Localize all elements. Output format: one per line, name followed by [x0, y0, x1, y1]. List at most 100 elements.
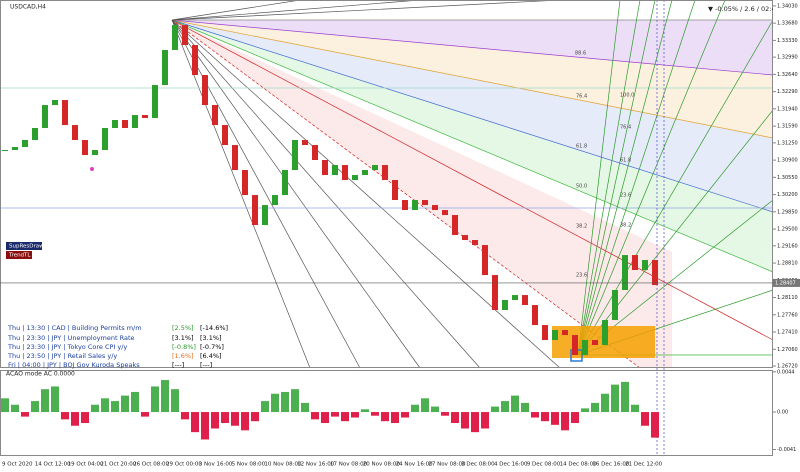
- fib-label: 23.6: [576, 273, 587, 279]
- candle: [652, 260, 658, 286]
- candle: [12, 147, 18, 151]
- candle: [362, 170, 368, 176]
- event: Thu | 23:30 | JPY | Unemployment Rate: [7, 334, 135, 342]
- candle: [152, 85, 158, 118]
- main-frame: [0, 0, 773, 368]
- x-tick-label: 3 Nov 16:00: [199, 462, 233, 468]
- x-tick-label: 14 Dec 08:00: [560, 462, 597, 468]
- button-label[interactable]: SupResDraw: [9, 244, 44, 250]
- y-tick-label: 1.34030: [777, 3, 798, 9]
- status: ▼ -0.05% / 2.6 / 02:49:56: [708, 5, 790, 13]
- y-tick-label: 1.26720: [777, 364, 798, 370]
- fib-label: 61.8: [576, 144, 587, 150]
- osc-bar: [181, 412, 189, 420]
- y-tick-label: 1.31940: [777, 106, 798, 112]
- osc-bar: [241, 412, 249, 431]
- candle: [132, 115, 138, 128]
- candle: [452, 215, 458, 236]
- fib-label: 100.0: [620, 93, 634, 99]
- axis-bg: [773, 0, 800, 456]
- candle: [202, 75, 208, 106]
- candle: [372, 165, 378, 171]
- osc-bar: [11, 404, 19, 413]
- candle: [222, 125, 228, 146]
- candle: [382, 165, 388, 181]
- y-tick-label: 1.32990: [777, 55, 798, 61]
- candle: [272, 195, 278, 206]
- x-tick-label: 4 Dec 16:00: [494, 462, 528, 468]
- candle: [392, 180, 398, 201]
- osc-bar: [51, 386, 59, 413]
- fib-label: 38.2: [620, 223, 631, 229]
- osc-bar: [81, 412, 89, 424]
- candle: [22, 140, 28, 148]
- candle: [642, 260, 648, 271]
- osc-bar: [491, 406, 499, 413]
- osc-bar: [451, 412, 459, 424]
- osc-bar: [281, 391, 289, 413]
- osc-bar: [501, 401, 509, 413]
- osc-bar: [511, 395, 519, 413]
- candle: [292, 140, 298, 171]
- osc-bar: [361, 409, 369, 413]
- y-tick-label: 1.29850: [777, 209, 798, 215]
- osc-bar: [131, 391, 139, 413]
- candle: [2, 150, 8, 152]
- osc-bar: [271, 393, 279, 413]
- event: Thu | 23:50 | JPY | Retail Sales y/y: [7, 352, 117, 360]
- events: Thu | 13:30 | CAD | Building Permits m/m…: [7, 324, 228, 369]
- x-tick-label: 3 Dec 08:00: [461, 462, 495, 468]
- candle: [62, 100, 68, 126]
- y-tick-label: 1.30550: [777, 175, 798, 181]
- y-tick-label: 1.28110: [777, 295, 798, 301]
- fib-label: 38.2: [576, 224, 587, 230]
- x-tick-label: 16 Dec 16:00: [592, 462, 629, 468]
- osc-bar: [571, 412, 579, 424]
- candle: [462, 235, 468, 241]
- candle: [472, 240, 478, 246]
- osc-bar: [61, 412, 69, 420]
- osc-bar: [251, 412, 259, 422]
- x-tick-label: 24 Nov 16:00: [396, 462, 434, 468]
- y-tick-label: -0.0041: [777, 447, 796, 453]
- event-previous: [6.4%]: [200, 352, 222, 360]
- x-tick-label: 14 Oct 12:00: [35, 462, 71, 468]
- candle: [412, 200, 418, 211]
- osc-bar: [351, 412, 359, 418]
- fan-zone: [172, 20, 672, 368]
- candle: [352, 175, 358, 181]
- candle: [332, 165, 338, 176]
- osc-bar: [331, 412, 339, 417]
- candle: [582, 340, 588, 356]
- x-tick-label: 20 Nov 08:00: [363, 462, 401, 468]
- fib-label: 88.6: [575, 51, 586, 57]
- event-previous: [-0.7%]: [200, 343, 224, 351]
- candle: [122, 120, 128, 128]
- osc-bar: [31, 401, 39, 413]
- button[interactable]: [6, 251, 32, 259]
- candle: [262, 205, 268, 226]
- x-tick-label: 17 Nov 08:00: [330, 462, 368, 468]
- candle: [142, 115, 148, 118]
- osc-bar: [381, 412, 389, 422]
- x-tick-label: 19 Oct 04:00: [68, 462, 104, 468]
- button-label[interactable]: TrendTL: [8, 253, 31, 259]
- osc-bar: [191, 412, 199, 433]
- button[interactable]: [6, 242, 42, 250]
- osc-bar: [611, 384, 619, 413]
- candle: [72, 125, 78, 141]
- x-tick-label: 10 Nov 08:00: [264, 462, 302, 468]
- candle: [32, 127, 38, 141]
- osc-frame: [0, 370, 773, 456]
- fan-lines: [0, 0, 774, 369]
- osc-bar: [1, 398, 9, 413]
- candle: [102, 127, 108, 151]
- osc-bar: [311, 412, 319, 420]
- osc-bar: [551, 412, 559, 425]
- candle: [402, 200, 408, 211]
- event-forecast: [3.1%]: [172, 334, 194, 342]
- candle: [482, 245, 488, 276]
- x-tick-label: 12 Nov 16:00: [297, 462, 335, 468]
- osc-bar: [111, 401, 119, 413]
